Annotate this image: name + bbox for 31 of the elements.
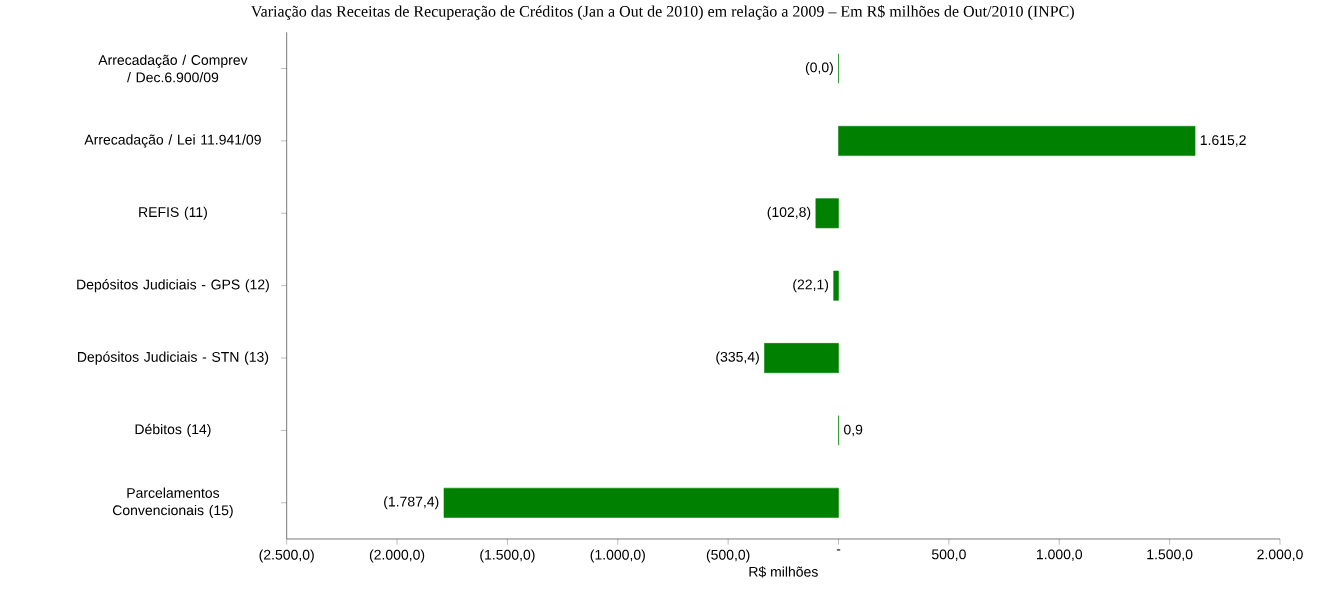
x-tick-label: - (836, 549, 841, 551)
y-tick-label: Parcelamentos Convencionais (15) (112, 487, 233, 518)
bar (815, 198, 839, 229)
x-tick-label: 1.500,0 (1147, 549, 1193, 561)
data-label: (0,0) (805, 62, 833, 76)
y-tick-label: Depósitos Judiciais - STN (13) (78, 351, 269, 365)
x-tick-label: (2.500,0) (259, 549, 314, 563)
y-tick-label: Depósitos Judiciais - GPS (12) (77, 279, 269, 293)
data-label: (22,1) (793, 279, 829, 293)
x-tick-label: (1.500,0) (480, 549, 535, 563)
data-label: (335,4) (716, 351, 759, 365)
x-tick-label: (2.000,0) (369, 549, 425, 563)
y-tick-label: Arrecadação / Lei 11.941/09 (84, 134, 261, 148)
chart-title: Variação das Receitas de Recuperação de Créditos (Jan a Out de 2010) em relação a 2009 – Em R$ milhões de Out/2010 (INPC) (251, 5, 1074, 21)
y-tick-label: REFIS (11) (139, 206, 207, 220)
x-tick-label: 1.000,0 (1036, 549, 1083, 561)
x-axis-title: R$ milhões (749, 566, 818, 578)
bar (838, 125, 1196, 156)
y-tick-label: Arrecadação / Comprev / Dec.6.900/09 (98, 54, 248, 83)
x-tick-label: 2.000,0 (1257, 549, 1303, 561)
data-label: (1.787,4) (384, 496, 439, 510)
x-tick-label: 500,0 (931, 549, 966, 561)
data-label: 1.615,2 (1200, 135, 1246, 147)
bar (443, 487, 839, 518)
x-tick-label: (1.000,0) (590, 549, 645, 563)
y-tick-label: Débitos (14) (135, 423, 211, 438)
bar (764, 343, 839, 373)
data-label: (102,8) (767, 206, 811, 220)
data-label: 0,9 (843, 424, 863, 437)
bar (833, 270, 839, 301)
x-tick-label: (500,0) (706, 549, 750, 563)
